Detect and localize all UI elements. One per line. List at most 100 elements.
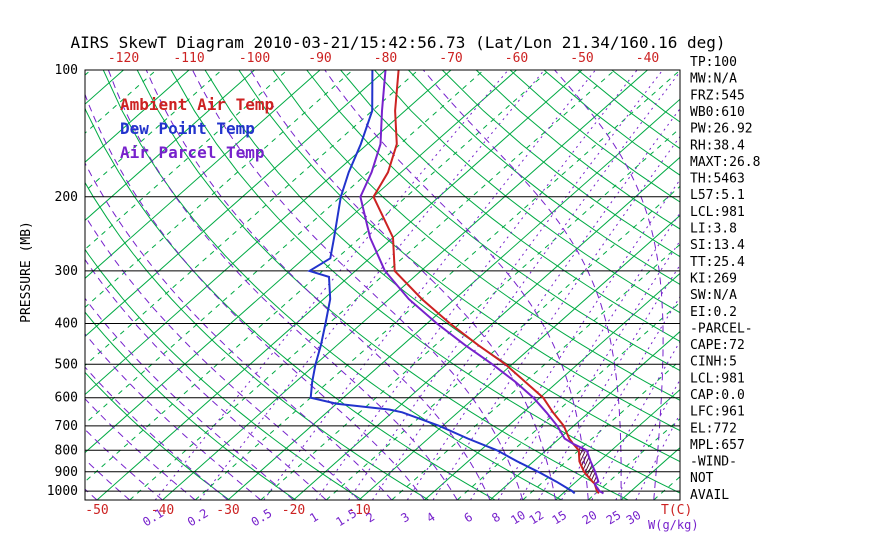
stat-line: LCL:981 [690,205,745,220]
top-temp-axis: -120 -110 -100 -90 -80 -70 -60 -50 -40 [108,51,659,66]
bottom-temp-tick-label: -50 [85,503,108,518]
top-temp-tick-label: -110 [173,51,204,66]
mixing-ratio-tick-label: 4 [424,510,438,526]
mixing-ratio-line [263,70,596,500]
stat-line: WB0:610 [690,105,745,120]
stat-line: LCL:981 [690,371,745,386]
moist-adiabat-line [85,92,425,500]
legend: Ambient Air Temp Dew Point Temp Air Parc… [120,95,274,162]
top-temp-tick-label: -100 [239,51,270,66]
temp-unit-label: T(C) [661,503,692,518]
isotherm-line [85,70,190,163]
stat-line: MPL:657 [690,438,745,453]
bottom-temp-tick-label: -40 [151,503,174,518]
moist-adiabat-lines [85,70,664,500]
isotherm-dashed-line [653,476,680,500]
air-parcel-temp-line [359,70,605,495]
dry-adiabat-line [170,70,680,494]
mixing-unit-label: W(g/kg) [648,518,699,532]
top-temp-tick-label: -50 [570,51,593,66]
legend-ambient-label: Ambient Air Temp [120,95,274,114]
pressure-tick-label: 200 [55,190,78,205]
dry-adiabat-line [85,371,230,500]
moist-adiabat-line [85,161,393,500]
mixing-ratio-line [154,70,509,500]
top-temp-tick-label: -60 [505,51,528,66]
mixing-ratio-line [315,70,638,500]
dry-adiabat-line [340,70,680,343]
pressure-tick-label: 700 [55,419,78,434]
dry-adiabat-line [204,70,680,463]
legend-dewpoint-label: Dew Point Temp [120,119,255,138]
stat-line: FRZ:545 [690,88,745,103]
mixing-ratio-line [199,70,545,500]
moist-adiabat-line [554,70,664,500]
isotherm-line [293,156,680,500]
stat-line: L57:5.1 [690,188,745,203]
isotherm-dashed-line [85,70,288,250]
dry-adiabat-line [374,70,680,314]
stat-line: MAXT:26.8 [690,155,760,170]
isotherm-line [358,214,680,500]
isotherm-line [555,388,680,500]
isotherm-line [85,70,452,396]
mixing-ratio-tick-label: 3 [398,510,412,526]
stat-line: TT:25.4 [690,255,745,270]
isotherm-line [85,70,321,280]
pressure-tick-label: 100 [55,63,78,78]
mixing-ratio-lines [154,70,680,500]
dry-adiabat-line [136,70,629,500]
stat-line: SW:N/A [690,288,737,303]
isotherm-line [85,70,255,221]
moist-adiabat-line [249,70,556,500]
bottom-temp-tick-label: -30 [216,503,239,518]
isotherm-line [424,272,680,500]
top-temp-tick-label: -90 [308,51,331,66]
isotherm-dashed-line [194,70,680,500]
top-temp-tick-label: -40 [636,51,659,66]
stat-line: SI:13.4 [690,238,745,253]
dry-adiabat-line [408,70,680,286]
mixing-ratio-line [348,70,664,500]
legend-parcel-label: Air Parcel Temp [120,143,265,162]
ambient-air-temp-line [372,70,600,495]
chart-title: AIRS SkewT Diagram 2010-03-21/15:42:56.7… [70,33,725,52]
stat-line: -WIND- [690,455,737,470]
mixing-ratio-tick-label: 10 [508,508,528,528]
pressure-axis-label: PRESSURE (MB) [19,221,34,323]
mixing-ratio-tick-label: 15 [550,508,570,528]
stat-line: NOT [690,471,714,486]
dry-adiabat-line [85,107,496,500]
dew-point-temp-line [307,70,576,495]
stat-line: KI:269 [690,271,737,286]
pressure-tick-label: 600 [55,391,78,406]
stat-line: PW:26.92 [690,122,753,137]
top-temp-tick-label: -120 [108,51,139,66]
pressure-tick-label: 900 [55,465,78,480]
mixing-ratio-tick-label: 2 [364,510,378,526]
mixing-ratio-tick-label: 1 [307,510,321,526]
isotherm-dashed-line [85,70,485,425]
top-temp-tick-label: -80 [374,51,397,66]
dry-adiabat-line [238,70,680,432]
moist-adiabat-line [145,70,491,500]
stat-line: AVAIL [690,488,729,503]
moist-adiabat-line [107,70,458,500]
pressure-axis: 100 200 300 400 500 600 700 800 900 1000 [47,63,78,499]
dry-adiabat-line [441,70,680,258]
bottom-temp-tick-label: -10 [347,503,370,518]
mixing-ratio-tick-label: 25 [604,508,624,528]
stat-line: TP:100 [690,55,737,70]
isotherm-dashed-line [129,70,616,500]
moist-adiabat-line [85,214,360,500]
stat-line: CAPE:72 [690,338,745,353]
isotherm-dashed-line [456,301,680,500]
mixing-ratio-tick-label: 0.2 [185,506,211,529]
top-temp-tick-label: -70 [439,51,462,66]
moist-adiabat-line [422,70,622,500]
dry-adiabat-lines [85,70,680,500]
dry-adiabat-line [102,70,562,500]
isotherm-dashed-line [260,127,680,500]
